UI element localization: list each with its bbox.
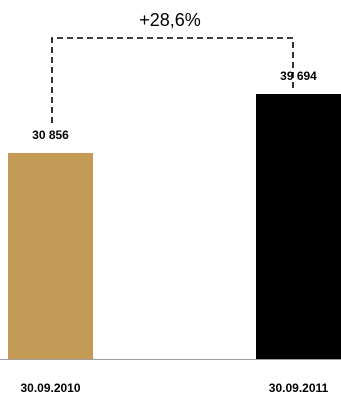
value-label-2010: 30 856 (32, 128, 69, 142)
value-label-2011: 39 694 (280, 69, 317, 83)
growth-annotation: +28,6% (139, 10, 201, 30)
tick-label-2011: 30.09.2011 (269, 381, 329, 395)
bar-2010 (8, 153, 93, 359)
tick-label-2010: 30.09.2010 (20, 381, 80, 395)
growth-bracket (51, 37, 294, 124)
bar-2011 (256, 94, 341, 359)
